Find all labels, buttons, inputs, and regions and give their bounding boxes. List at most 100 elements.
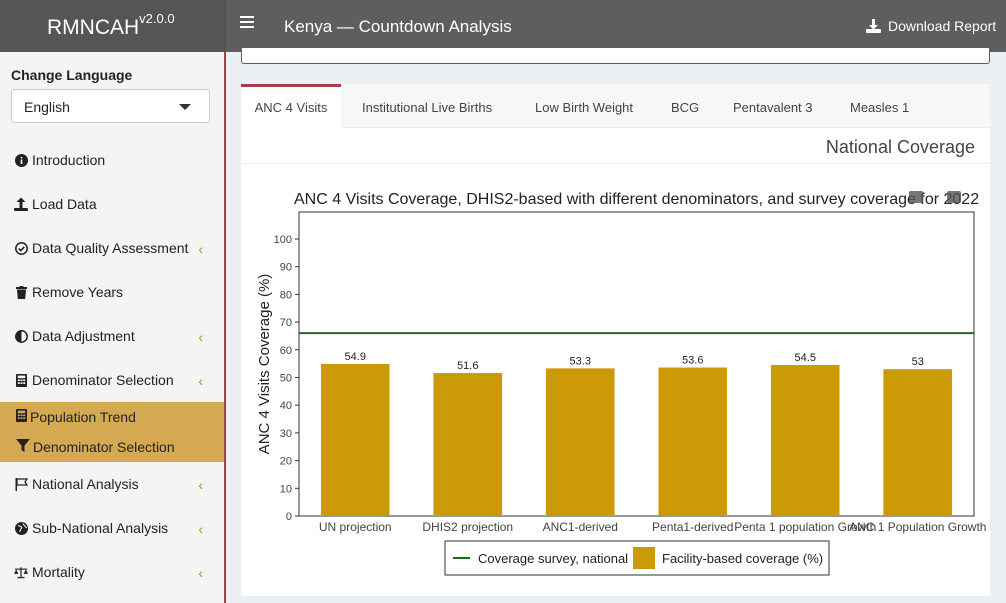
download-report-label: Download Report (888, 18, 997, 34)
previous-box-bottom (241, 48, 990, 64)
sidebar-item-label: Load Data (32, 196, 97, 212)
language-select-value: English (24, 99, 70, 115)
hamburger-menu-icon[interactable] (240, 16, 254, 30)
y-tick-label: 0 (286, 511, 292, 523)
check-circle-icon (14, 241, 28, 255)
chevron-left-icon: ‹ (198, 373, 203, 389)
data-label: 53.6 (682, 355, 703, 367)
sidebar-item-label: Denominator Selection (32, 372, 174, 388)
top-header: RMNCAHv2.0.0 Kenya — Countdown Analysis … (0, 0, 1006, 52)
tab-bcg[interactable]: BCG (671, 100, 700, 115)
data-label: 53.3 (570, 355, 591, 367)
data-label: 54.9 (345, 351, 366, 363)
language-label: Change Language (11, 67, 133, 83)
plot-frame (298, 211, 975, 517)
data-label: 53 (912, 356, 924, 368)
flag-icon (14, 477, 28, 491)
tab-anc4-visits[interactable]: ANC 4 Visits (241, 84, 341, 128)
submenu-item-population-trend[interactable]: Population Trend (16, 409, 136, 425)
data-label: 51.6 (457, 360, 478, 372)
chart-title: ANC 4 Visits Coverage, DHIS2-based with … (294, 191, 979, 208)
upload-icon (14, 197, 28, 211)
sidebar-item-mortality[interactable]: Mortality ‹ (0, 552, 224, 592)
brand-area: RMNCAHv2.0.0 (0, 0, 226, 52)
filter-icon (16, 439, 30, 455)
submenu-item-label: Population Trend (30, 409, 136, 425)
bar (320, 363, 390, 516)
y-tick-label: 60 (280, 345, 292, 357)
camera-icon (909, 191, 923, 203)
caret-down-icon (179, 104, 191, 110)
bar (883, 369, 953, 516)
zoom-icon (947, 191, 961, 203)
page-title: Kenya — Countdown Analysis (284, 17, 512, 36)
download-icon (866, 19, 881, 33)
y-tick-label: 50 (280, 373, 292, 385)
chevron-left-icon: ‹ (198, 565, 203, 581)
calculator-icon (16, 409, 27, 425)
y-tick-label: 20 (280, 456, 292, 468)
sidebar-item-label: Mortality (32, 564, 85, 580)
balance-scale-icon (14, 565, 28, 579)
legend-label: Facility-based coverage (%) (662, 551, 823, 566)
x-tick-label: Penta1-derived (652, 520, 733, 534)
info-icon (14, 153, 28, 167)
sidebar-item-data-quality-assessment[interactable]: Data Quality Assessment ‹ (0, 228, 224, 268)
x-tick-label: Penta 1 population Growth (734, 520, 876, 534)
tab-institutional-live-births[interactable]: Institutional Live Births (362, 100, 493, 115)
divider (241, 163, 990, 164)
sidebar-item-label: Data Quality Assessment (32, 240, 189, 256)
sidebar-item-data-adjustment[interactable]: Data Adjustment ‹ (0, 316, 224, 356)
y-tick-label: 70 (280, 317, 292, 329)
sidebar-item-label: Data Adjustment (32, 328, 135, 344)
sidebar-item-introduction[interactable]: Introduction (0, 140, 224, 180)
language-select[interactable]: English (11, 89, 210, 123)
chevron-left-icon: ‹ (198, 241, 203, 257)
download-report-button[interactable]: Download Report (866, 18, 996, 34)
coverage-chart: ANC 4 Visits Coverage, DHIS2-based with … (256, 191, 986, 576)
sidebar-item-national-analysis[interactable]: National Analysis ‹ (0, 464, 224, 504)
bar (433, 373, 503, 516)
x-tick-label: ANC 1 Population Growth (849, 520, 986, 534)
chevron-left-icon: ‹ (198, 521, 203, 537)
sidebar-item-load-data[interactable]: Load Data (0, 184, 224, 224)
national-coverage-panel: ANC 4 Visits Institutional Live Births L… (241, 84, 990, 596)
panel-title: National Coverage (825, 137, 975, 157)
submenu-item-denominator-selection[interactable]: Denominator Selection (16, 439, 175, 455)
x-tick-label: DHIS2 projection (422, 520, 513, 534)
chart-legend: Coverage survey, national Facility-based … (444, 540, 830, 576)
y-tick-label: 80 (280, 289, 292, 301)
tab-measles1[interactable]: Measles 1 (850, 100, 910, 115)
sidebar-item-label: Sub-National Analysis (32, 520, 169, 536)
trash-icon (14, 285, 28, 299)
bar (770, 365, 840, 516)
y-tick-label: 30 (280, 428, 292, 440)
chevron-left-icon: ‹ (198, 477, 203, 493)
legend-label: Coverage survey, national (478, 551, 628, 566)
data-label: 54.5 (795, 352, 816, 364)
globe-icon (14, 521, 28, 535)
y-tick-label: 40 (280, 400, 292, 412)
calculator-icon (14, 373, 28, 387)
sidebar-item-denominator-selection[interactable]: Denominator Selection ‹ (0, 360, 224, 400)
x-tick-label: ANC1-derived (543, 520, 618, 534)
tab-pentavalent3[interactable]: Pentavalent 3 (733, 100, 813, 115)
tab-low-birth-weight[interactable]: Low Birth Weight (535, 100, 634, 115)
submenu-item-label: Denominator Selection (33, 439, 175, 455)
sidebar-item-remove-years[interactable]: Remove Years (0, 272, 224, 312)
app-version: v2.0.0 (139, 11, 175, 26)
adjust-icon (14, 329, 28, 343)
denominator-submenu: Population Trend Denominator Selection (0, 402, 224, 462)
sidebar: Change Language English Introduction Loa… (0, 52, 226, 603)
sidebar-item-label: National Analysis (32, 476, 139, 492)
chevron-left-icon: ‹ (198, 329, 203, 345)
legend-bar-swatch (633, 547, 655, 569)
sidebar-item-label: Remove Years (32, 284, 124, 300)
sidebar-item-sub-national-analysis[interactable]: Sub-National Analysis ‹ (0, 508, 224, 548)
bar (658, 367, 728, 516)
sidebar-item-label: Introduction (32, 152, 106, 168)
bar (545, 368, 615, 516)
y-tick-label: 100 (274, 234, 292, 246)
y-tick-label: 10 (280, 483, 292, 495)
app-logo[interactable]: RMNCAHv2.0.0 (47, 11, 175, 40)
